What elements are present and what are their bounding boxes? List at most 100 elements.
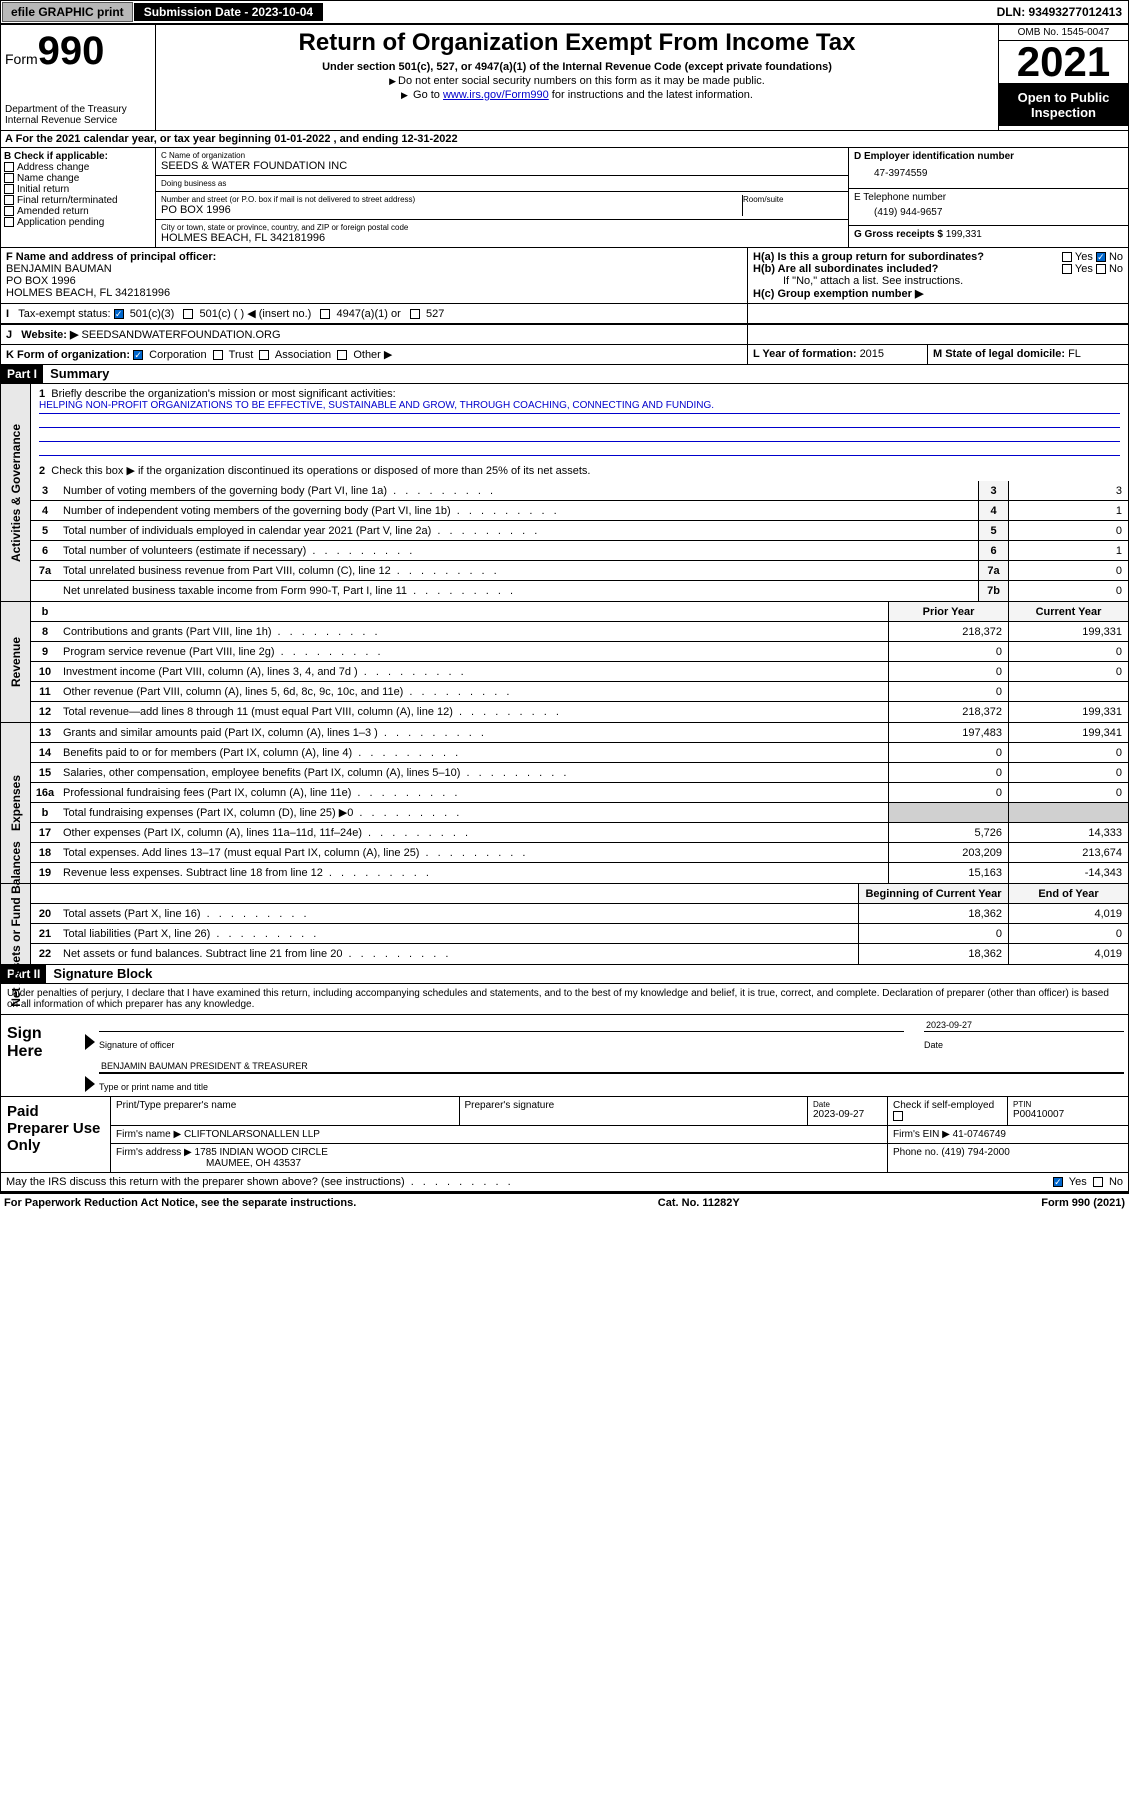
state-domicile: FL	[1068, 348, 1081, 360]
line-num: 13	[31, 725, 59, 741]
paperwork-notice: For Paperwork Reduction Act Notice, see …	[4, 1197, 356, 1209]
current-value: 0	[1008, 642, 1128, 661]
ein: 47-3974559	[854, 162, 1123, 185]
check-other[interactable]	[337, 350, 347, 360]
row-j: J Website: ▶ SEEDSANDWATERFOUNDATION.ORG	[0, 325, 1129, 345]
hb-no[interactable]	[1096, 264, 1106, 274]
prep-date: 2023-09-27	[813, 1109, 882, 1120]
current-value: 4,019	[1008, 904, 1128, 923]
part1-governance: Activities & Governance 1 Briefly descri…	[0, 384, 1129, 602]
dln: DLN: 93493277012413	[991, 3, 1128, 21]
current-value: 0	[1008, 763, 1128, 782]
firm-address: 1785 INDIAN WOOD CIRCLE	[195, 1147, 328, 1158]
check-name-change[interactable]	[4, 173, 14, 183]
form-number: 990	[38, 29, 105, 73]
check-501c[interactable]	[183, 309, 193, 319]
line-value: 0	[1008, 561, 1128, 580]
discuss-text: May the IRS discuss this return with the…	[6, 1176, 1053, 1188]
line-desc: Other expenses (Part IX, column (A), lin…	[59, 825, 888, 841]
check-self-employed[interactable]	[893, 1111, 903, 1121]
row-fh: F Name and address of principal officer:…	[0, 248, 1129, 304]
check-trust[interactable]	[213, 350, 223, 360]
line-desc: Salaries, other compensation, employee b…	[59, 765, 888, 781]
row-klm: K Form of organization: Corporation Trus…	[0, 345, 1129, 365]
line-desc: Program service revenue (Part VIII, line…	[59, 644, 888, 660]
line-num: 9	[31, 644, 59, 660]
tax-year: 2021	[999, 41, 1128, 84]
street-address: PO BOX 1996	[161, 204, 742, 216]
prior-value: 0	[888, 783, 1008, 802]
prior-year-header: Prior Year	[888, 602, 1008, 621]
check-corporation[interactable]	[133, 350, 143, 360]
line-num: 12	[31, 704, 59, 720]
prior-value: 0	[888, 642, 1008, 661]
check-association[interactable]	[259, 350, 269, 360]
city-state-zip: HOLMES BEACH, FL 342181996	[161, 232, 843, 244]
line-num: 10	[31, 664, 59, 680]
check-initial-return[interactable]	[4, 184, 14, 194]
firm-ein: 41-0746749	[953, 1129, 1006, 1140]
line-num: 21	[31, 926, 59, 942]
line-value: 1	[1008, 501, 1128, 520]
line-num: 11	[31, 684, 59, 700]
ptin: P00410007	[1013, 1109, 1123, 1120]
line-value: 1	[1008, 541, 1128, 560]
line-desc: Net assets or fund balances. Subtract li…	[59, 946, 858, 962]
current-value: 0	[1008, 662, 1128, 681]
line-box: 3	[978, 481, 1008, 500]
check-amended[interactable]	[4, 206, 14, 216]
line-box: 7b	[978, 581, 1008, 601]
line-desc: Contributions and grants (Part VIII, lin…	[59, 624, 888, 640]
row-a: A For the 2021 calendar year, or tax yea…	[0, 131, 1129, 148]
line-num: 6	[31, 543, 59, 559]
telephone: (419) 944-9657	[854, 203, 1123, 222]
ha-yes[interactable]	[1062, 252, 1072, 262]
line-desc: Other revenue (Part VIII, column (A), li…	[59, 684, 888, 700]
line-desc: Total expenses. Add lines 13–17 (must eq…	[59, 845, 888, 861]
subtitle-3: Go to www.irs.gov/Form990 for instructio…	[160, 89, 994, 101]
dept-treasury: Department of the Treasury	[5, 104, 151, 115]
part1-header: Part I Summary	[0, 365, 1129, 384]
check-501c3[interactable]	[114, 309, 124, 319]
subtitle-2: Do not enter social security numbers on …	[160, 75, 994, 87]
col-b-header: b	[31, 604, 59, 620]
form-ref: Form 990 (2021)	[1041, 1197, 1125, 1209]
line-box: 7a	[978, 561, 1008, 580]
check-address-change[interactable]	[4, 162, 14, 172]
end-year-header: End of Year	[1008, 884, 1128, 903]
gross-receipts: 199,331	[946, 229, 982, 240]
efile-button[interactable]: efile GRAPHIC print	[2, 2, 133, 22]
line-desc: Revenue less expenses. Subtract line 18 …	[59, 865, 888, 881]
form-prefix: Form	[5, 51, 38, 67]
line-box: 6	[978, 541, 1008, 560]
paid-preparer-label: Paid Preparer Use Only	[1, 1097, 111, 1172]
line-desc: Number of voting members of the governin…	[59, 483, 978, 499]
current-value: 199,331	[1008, 702, 1128, 722]
col-c: C Name of organization SEEDS & WATER FOU…	[156, 148, 848, 247]
line-box: 5	[978, 521, 1008, 540]
sign-here-label: Sign Here	[1, 1015, 81, 1096]
check-application-pending[interactable]	[4, 217, 14, 227]
current-value: 14,333	[1008, 823, 1128, 842]
hb-yes[interactable]	[1062, 264, 1072, 274]
prior-value: 5,726	[888, 823, 1008, 842]
check-527[interactable]	[410, 309, 420, 319]
subtitle-1: Under section 501(c), 527, or 4947(a)(1)…	[160, 61, 994, 73]
prior-value	[888, 803, 1008, 822]
irs-link[interactable]: www.irs.gov/Form990	[443, 89, 549, 101]
line-desc: Total assets (Part X, line 16)	[59, 906, 858, 922]
line-desc: Total fundraising expenses (Part IX, col…	[59, 804, 888, 821]
discuss-no[interactable]	[1093, 1177, 1103, 1187]
check-4947[interactable]	[320, 309, 330, 319]
prior-value: 0	[888, 743, 1008, 762]
line-desc: Net unrelated business taxable income fr…	[59, 583, 978, 599]
check-final-return[interactable]	[4, 195, 14, 205]
ha-no[interactable]	[1096, 252, 1106, 262]
discuss-yes[interactable]	[1053, 1177, 1063, 1187]
current-value	[1008, 803, 1128, 822]
line-desc: Benefits paid to or for members (Part IX…	[59, 745, 888, 761]
current-value: 199,331	[1008, 622, 1128, 641]
line-desc: Grants and similar amounts paid (Part IX…	[59, 725, 888, 741]
officer-signature[interactable]	[99, 1019, 904, 1032]
firm-name: CLIFTONLARSONALLEN LLP	[184, 1129, 320, 1140]
